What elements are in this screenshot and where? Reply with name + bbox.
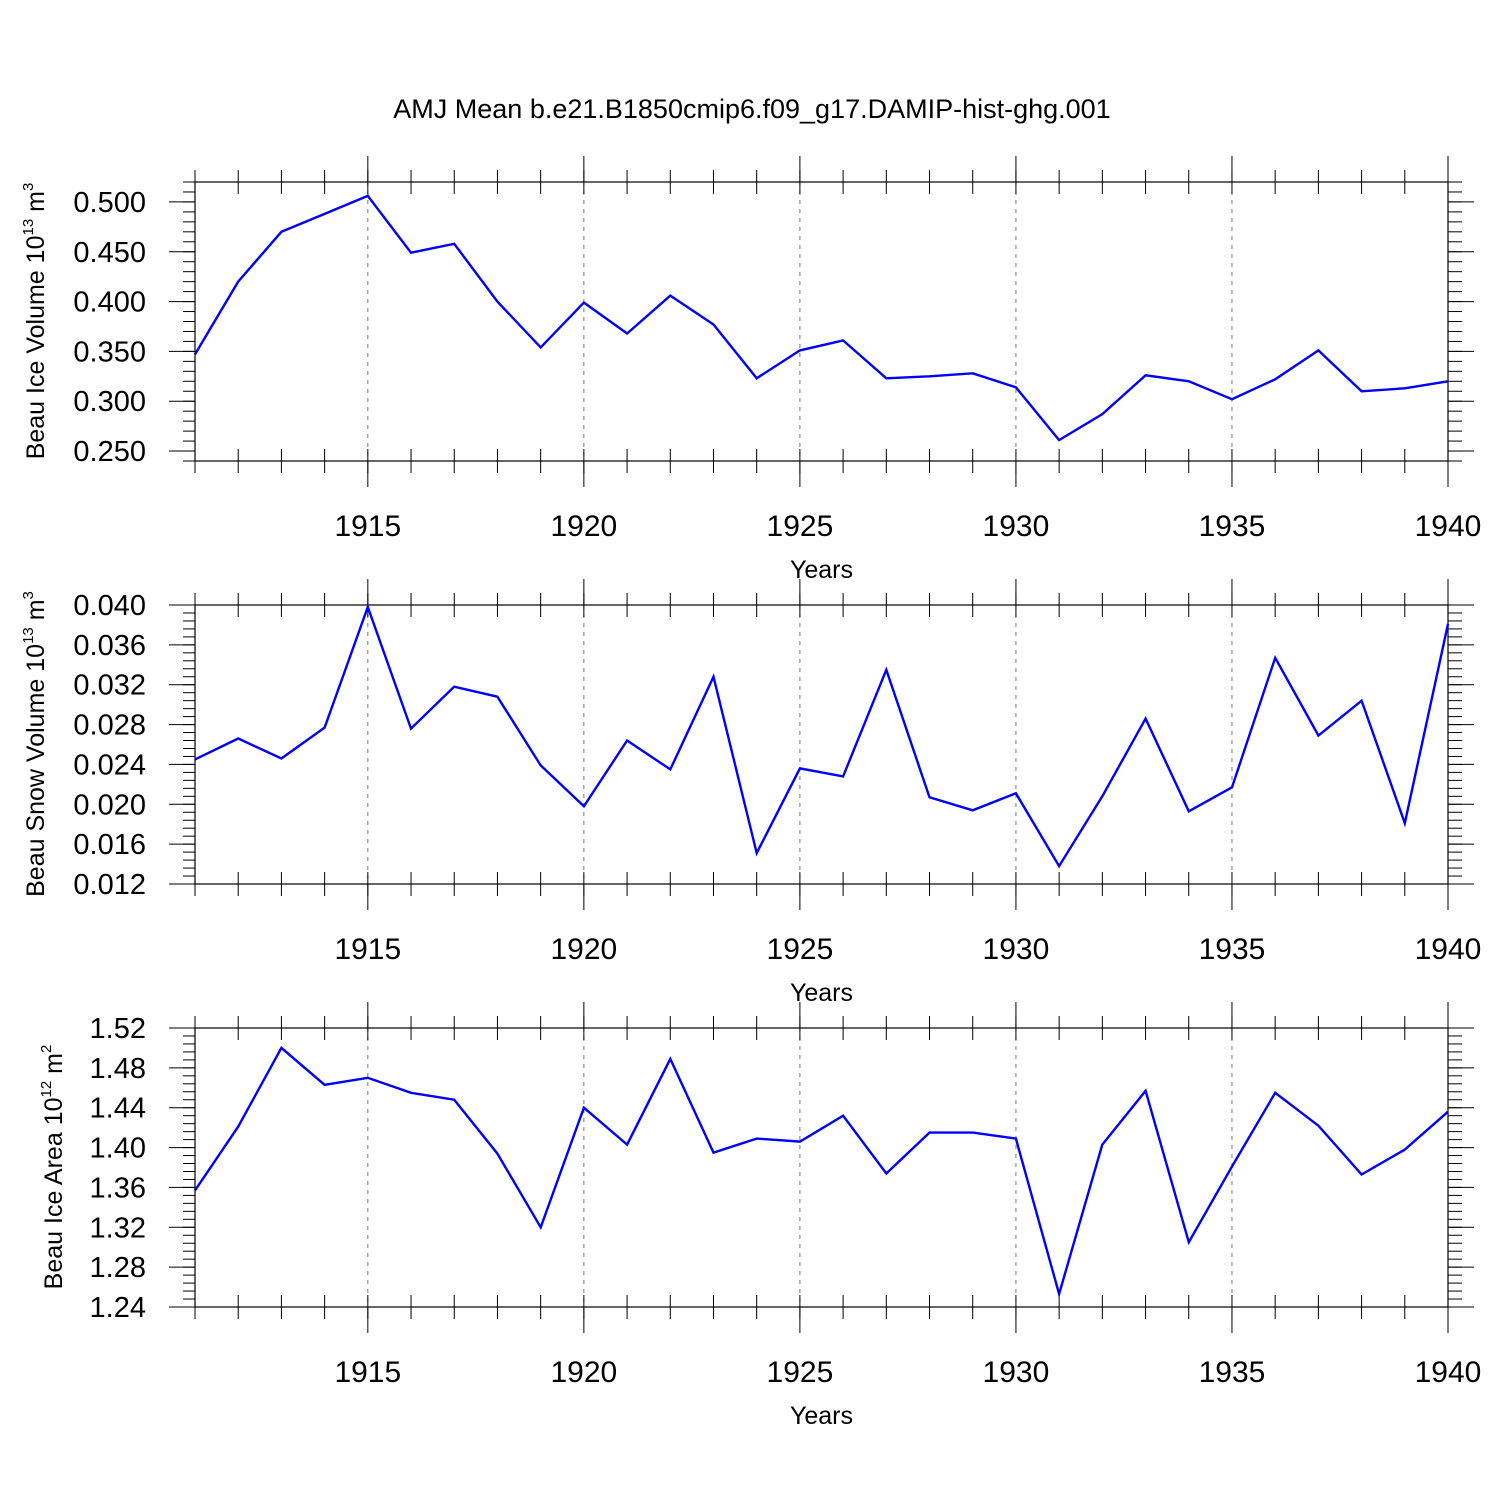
y-axis-label-part: m: [22, 191, 50, 219]
y-axis-label: Beau Snow Volume 1013 m3: [20, 591, 50, 897]
panel-snow-volume: 1915 1920 1925 1930 1935 1940 0.012 0.016 0.020 0…: [20, 579, 1481, 1007]
y-axis-label: Beau Ice Volume 1013 m3: [20, 183, 50, 460]
x-tick-label: 1920: [550, 1356, 617, 1389]
y-axis-label-part: 13: [20, 627, 37, 644]
series-line: [193, 194, 1449, 442]
y-axis-label-part: m: [22, 599, 50, 627]
y-axis-label-part: Beau Ice Area 10: [40, 1098, 68, 1290]
y-axis-label-part: 3: [20, 183, 37, 191]
y-tick-label: 1.52: [90, 1013, 146, 1045]
x-tick-label: 1915: [334, 933, 401, 966]
y-tick-label: 0.250: [73, 436, 146, 468]
y-axis-label-part: Beau Snow Volume 10: [22, 644, 50, 897]
x-tick-label: 1935: [1199, 933, 1266, 966]
panel-ice-area: 1915 1920 1925 1930 1935 1940 1.24 1.28 1.32 1.36…: [38, 1002, 1481, 1430]
x-tick-label: 1920: [550, 510, 617, 543]
x-tick-label: 1935: [1199, 510, 1266, 543]
y-axis-label-part: 2: [38, 1045, 55, 1053]
y-tick-label: 0.350: [73, 336, 146, 368]
y-tick-label: 0.028: [73, 710, 146, 742]
y-tick-label: 1.48: [90, 1053, 146, 1085]
y-axis-label-part: 12: [38, 1081, 55, 1098]
chart-title: AMJ Mean b.e21.B1850cmip6.f09_g17.DAMIP-…: [393, 94, 1110, 124]
x-axis-label: Years: [790, 1402, 853, 1430]
x-tick-label: 1935: [1199, 1356, 1266, 1389]
plot-frame: [194, 181, 1449, 462]
x-tick-label: 1925: [767, 510, 834, 543]
plot-frame: [194, 604, 1449, 885]
series-line: [194, 603, 1450, 869]
y-tick-label: 0.500: [73, 187, 146, 219]
x-tick-label: 1915: [334, 510, 401, 543]
x-tick-label: 1940: [1415, 1356, 1482, 1389]
y-axis-label-part: 13: [20, 219, 37, 236]
x-tick-label: 1930: [983, 933, 1050, 966]
x-tick-label: 1940: [1415, 933, 1482, 966]
panel-ice-volume: 1915 1920 1925 1930 1935 1940 0.250 0.300 0.350 0…: [20, 156, 1481, 584]
x-tick-label: 1930: [983, 510, 1050, 543]
x-tick-label: 1930: [983, 1356, 1050, 1389]
y-tick-label: 1.44: [90, 1093, 146, 1125]
y-tick-label: 0.032: [73, 670, 146, 702]
y-axis-label-part: Beau Ice Volume 10: [22, 236, 50, 460]
plot-frame: [194, 1027, 1449, 1308]
x-tick-label: 1925: [767, 933, 834, 966]
y-tick-label: 0.016: [73, 829, 146, 861]
y-tick-label: 0.450: [73, 237, 146, 269]
y-tick-label: 1.28: [90, 1252, 146, 1284]
y-tick-label: 0.400: [73, 287, 146, 319]
y-tick-label: 1.40: [90, 1133, 146, 1165]
x-axis-label: Years: [790, 979, 853, 1007]
y-tick-label: 1.36: [90, 1172, 146, 1204]
series-line: [194, 1046, 1449, 1299]
x-tick-label: 1940: [1415, 510, 1482, 543]
y-tick-label: 0.040: [73, 590, 146, 622]
y-axis-label: Beau Ice Area 1012 m2: [38, 1045, 68, 1290]
y-tick-label: 1.24: [90, 1292, 146, 1324]
y-tick-label: 1.32: [90, 1212, 146, 1244]
x-tick-label: 1925: [767, 1356, 834, 1389]
x-tick-label: 1920: [550, 933, 617, 966]
x-tick-label: 1915: [334, 1356, 401, 1389]
y-tick-label: 0.036: [73, 630, 146, 662]
y-tick-label: 0.024: [73, 749, 146, 781]
y-axis-label-part: m: [40, 1053, 68, 1081]
y-tick-label: 0.020: [73, 789, 146, 821]
y-tick-label: 0.300: [73, 386, 146, 418]
x-axis-label: Years: [790, 556, 853, 584]
y-tick-label: 0.012: [73, 869, 146, 901]
y-axis-label-part: 3: [20, 591, 37, 599]
